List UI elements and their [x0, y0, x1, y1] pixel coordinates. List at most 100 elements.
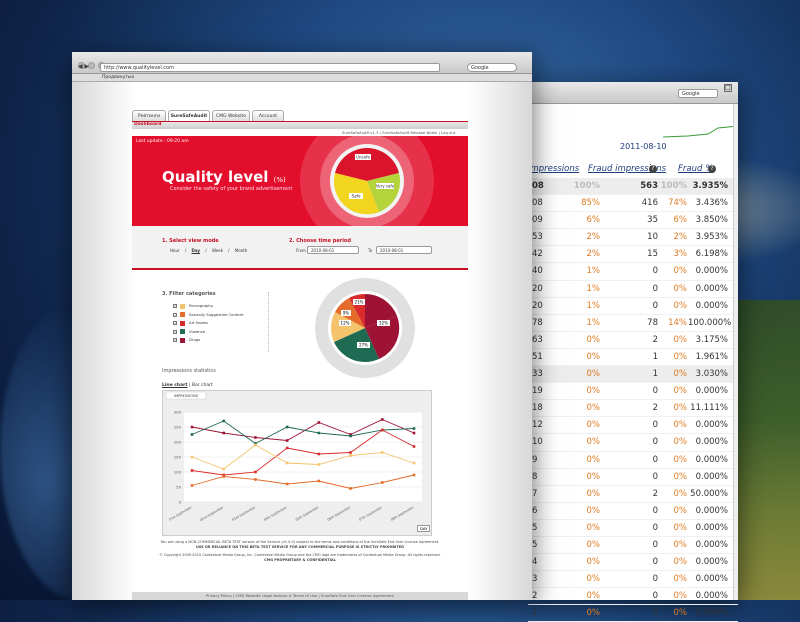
link-privacy[interactable]: Privacy Policy — [205, 593, 232, 598]
table-cell: 0 — [652, 437, 658, 448]
table-cell: 0% — [673, 369, 688, 380]
checkbox[interactable]: ✓ — [173, 312, 177, 317]
data-point — [380, 418, 384, 421]
legend-box — [165, 391, 207, 400]
table-cell: 100% — [573, 181, 600, 191]
nav-bar — [132, 121, 468, 129]
category-label: Pornography — [189, 303, 214, 308]
data-point — [190, 484, 194, 487]
table-row: 3 0% 0 0% 0.000% — [528, 571, 738, 589]
header-impressions[interactable]: Impressions — [528, 164, 580, 174]
category-item[interactable]: ✓ Violence — [173, 328, 205, 335]
report-date: 2011-08-10 — [620, 142, 667, 151]
checkbox[interactable]: ✓ — [173, 338, 177, 342]
table-cell: 3.030% — [695, 369, 728, 380]
tab-ratings[interactable]: Рейтинги — [132, 110, 166, 121]
hero-title-unit: (%) — [273, 176, 286, 184]
table-cell: 0 — [652, 505, 658, 516]
view-mode-options: Hour / Day / Week / Month — [170, 248, 248, 253]
x-tick-label: 06th September — [327, 505, 352, 522]
table-cell: 08 — [532, 198, 543, 209]
series-line — [191, 420, 415, 445]
to-date-input[interactable]: 2010-08-01 — [376, 246, 432, 254]
table-cell: 0 — [652, 300, 658, 311]
category-item[interactable]: ✓ Sexually Suggestive Content — [173, 311, 244, 318]
subtab-dashboard[interactable]: Dashboard — [134, 122, 162, 127]
category-item[interactable]: ✓ Art Nudes — [173, 319, 208, 326]
help-icon[interactable]: ? — [708, 165, 716, 173]
table-cell: 3.935% — [692, 181, 728, 191]
table-cell: 63 — [532, 334, 543, 345]
footer-copyright: © Copyright 2009-2010 Contextual Media G… — [159, 553, 441, 557]
view-month[interactable]: Month — [234, 248, 248, 253]
tab-account[interactable]: Account — [252, 110, 284, 121]
table-cell: 0% — [673, 608, 688, 619]
back-scrollbar[interactable] — [733, 104, 738, 600]
link-legal[interactable]: CMG Website Legal Notices & Terms of Use — [235, 593, 318, 598]
table-cell: 3% — [673, 249, 688, 260]
pie-label-unsafe: Unsafe — [356, 155, 370, 160]
tab-suresafeaudit[interactable]: SureSafeAudit — [168, 110, 210, 121]
header-fraud-impressions[interactable]: Fraud impressions — [588, 164, 667, 174]
table-cell: 0% — [586, 488, 601, 499]
table-cell: 0.000% — [695, 557, 728, 568]
minimize-icon[interactable] — [88, 62, 95, 69]
search-field[interactable]: Google — [467, 63, 517, 72]
table-cell: 0% — [586, 522, 601, 533]
table-cell: 0 — [652, 574, 658, 585]
view-day[interactable]: Day — [191, 248, 201, 253]
checkbox[interactable]: ✓ — [173, 304, 177, 308]
table-cell: 0 — [652, 266, 658, 277]
help-icon[interactable]: ? — [649, 165, 657, 173]
day-button[interactable]: DAY — [417, 525, 431, 532]
link-eula[interactable]: SureSafe End User License Agreement — [320, 593, 395, 598]
data-point — [190, 469, 194, 472]
link-release-notes[interactable]: SureSafeAudit Release Notes — [382, 130, 438, 135]
table-cell: 0 — [652, 591, 658, 602]
data-point — [254, 442, 257, 445]
table-cell: 50.000% — [690, 488, 728, 499]
checkbox[interactable]: ✓ — [173, 329, 177, 334]
view-hour[interactable]: Hour — [170, 248, 180, 253]
table-cell: 0% — [673, 591, 688, 602]
link-logout[interactable]: Log out — [441, 130, 456, 135]
table-cell: 0% — [673, 403, 688, 414]
impressions-line-chart: IMPRESSIONS 0 50 100 150 200 250 300 01st Septem… — [165, 391, 422, 522]
back-icon[interactable]: ◀ ▶ — [78, 63, 90, 70]
tab-bar-chart[interactable]: Bar chart — [191, 383, 213, 388]
bookmarks-bar: Продвинутые — [72, 74, 532, 82]
table-cell: 78 — [647, 317, 658, 328]
series-line — [191, 444, 415, 470]
chart-tabs: Line chart | Bar chart — [162, 383, 213, 388]
header-fraud-percent[interactable]: Fraud % — [678, 164, 714, 174]
table-cell: 0.000% — [695, 454, 728, 465]
back-search-field[interactable]: Google — [678, 89, 718, 98]
tab-line-chart[interactable]: Line chart — [162, 383, 188, 388]
table-cell: 0 — [652, 539, 658, 550]
url-field[interactable]: http://www.qualitylevel.com — [100, 63, 440, 72]
data-point — [254, 436, 257, 439]
maximize-icon[interactable]: □ — [724, 84, 732, 92]
from-date-input[interactable]: 2010-08-01 — [307, 246, 359, 254]
impressions-heading: Impressions statistics — [162, 368, 216, 374]
x-tick-label: 04th September — [263, 505, 288, 522]
data-point — [254, 443, 257, 447]
table-cell: 0% — [586, 369, 601, 380]
category-swatch — [180, 312, 185, 317]
table-cell: 6% — [586, 215, 601, 226]
data-point — [285, 425, 289, 429]
time-period-heading: 2. Choose time period — [289, 238, 351, 244]
checkbox[interactable]: ✓ — [173, 321, 177, 325]
table-cell: 8 — [532, 471, 538, 482]
link-version[interactable]: SureSafeAudit v1.3 — [342, 130, 379, 135]
table-cell: 3.953% — [695, 232, 728, 243]
table-cell: 0 — [652, 557, 658, 568]
category-item[interactable]: ✓ Pornography — [173, 302, 213, 309]
category-item[interactable]: ✓ Drugs — [173, 336, 200, 343]
y-tick-label: 50 — [176, 484, 181, 489]
tab-cmg-website[interactable]: CMG Website — [212, 110, 250, 121]
close-icon[interactable] — [78, 62, 85, 69]
view-week[interactable]: Week — [211, 248, 223, 253]
category-pie-chart: 21% 9% 12% 32% 27% — [328, 291, 402, 365]
data-point — [254, 470, 257, 474]
